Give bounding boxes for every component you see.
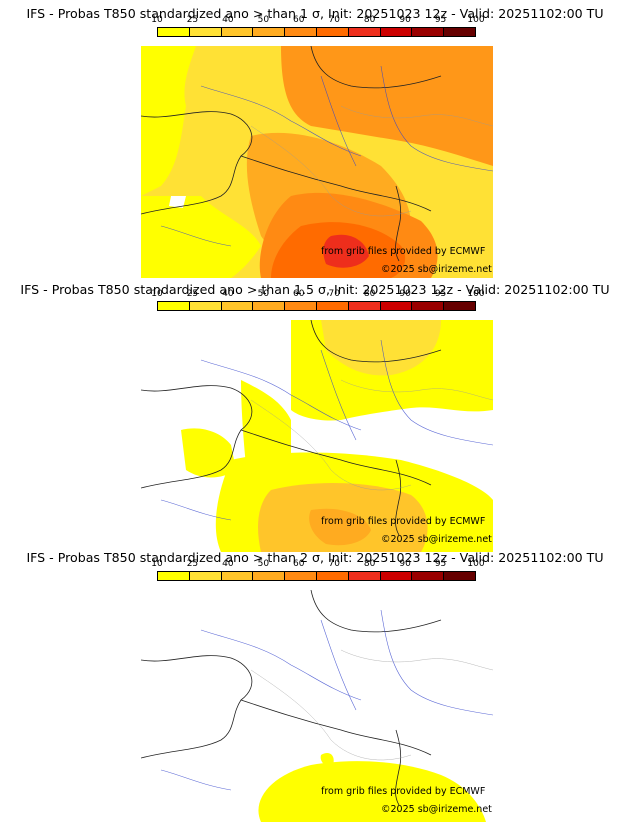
colorbar-segment xyxy=(444,572,475,580)
colorbar-tick-label: 40 xyxy=(222,289,234,299)
colorbar-segment xyxy=(412,302,445,310)
colorbar-tick-label: 70 xyxy=(328,15,340,25)
north-light-orange-area xyxy=(321,320,441,376)
colorbar-tick-label: 10 xyxy=(151,559,163,569)
colorbar-tick-label: 90 xyxy=(399,559,411,569)
colorbar-segment xyxy=(221,28,254,36)
colorbar-tick-label: 100 xyxy=(467,15,485,25)
source-credit: from grib files provided by ECMWF xyxy=(321,246,486,257)
colorbar-segment xyxy=(348,302,381,310)
colorbar-tick-label: 50 xyxy=(257,15,270,25)
copyright-credit: ©2025 sb@irizeme.net xyxy=(381,264,492,275)
colorbar-tick-label: 70 xyxy=(328,289,340,299)
colorbar-segment xyxy=(285,572,317,580)
west-yellow-patch xyxy=(181,428,236,478)
colorbar-segment xyxy=(380,572,413,580)
rivers xyxy=(160,609,493,791)
small-yellow-patch xyxy=(320,753,334,766)
colorbar-segment xyxy=(221,572,254,580)
colorbar-segment xyxy=(285,28,317,36)
probability-map: from grib files provided by ECMWF ©2025 … xyxy=(141,320,493,552)
mediterranean-core-area xyxy=(309,508,371,546)
colorbar-tick-label: 10 xyxy=(151,289,163,299)
colorbar-tick-label: 100 xyxy=(467,289,485,299)
colorbar-tick-label: 25 xyxy=(186,559,199,569)
colorbar-tick-label: 50 xyxy=(257,289,270,299)
colorbar-segment xyxy=(158,572,190,580)
colorbar-tick-label: 60 xyxy=(293,559,305,569)
probability-map: from grib files provided by ECMWF ©2025 … xyxy=(141,46,493,278)
copyright-credit: ©2025 sb@irizeme.net xyxy=(381,534,492,545)
colorbar-tick-label: 40 xyxy=(222,559,234,569)
colorbar-segment xyxy=(253,572,286,580)
colorbar-segment xyxy=(189,572,222,580)
colorbar-labels: 10 25 40 50 60 70 80 90 95 100 xyxy=(151,289,484,299)
rivers xyxy=(160,339,493,521)
colorbar-tick-label: 80 xyxy=(363,289,376,299)
colorbar-labels: 10 25 40 50 60 70 80 90 95 100 xyxy=(151,559,484,569)
colorbar-segment xyxy=(316,572,349,580)
colorbar-segment xyxy=(189,302,222,310)
colorbar-segment xyxy=(221,302,254,310)
colorbar-tick-label: 70 xyxy=(328,559,340,569)
colorbar xyxy=(157,301,476,311)
iberia-low-area xyxy=(141,196,261,278)
colorbar-segment xyxy=(412,572,445,580)
colorbar-tick-label: 90 xyxy=(399,15,411,25)
borders xyxy=(250,379,493,491)
panel-title: IFS - Probas T850 standardized ano > tha… xyxy=(26,6,604,21)
colorbar-tick-label: 100 xyxy=(467,559,485,569)
panel-title: IFS - Probas T850 standardized ano > tha… xyxy=(20,282,610,297)
colorbar-tick-label: 25 xyxy=(186,15,199,25)
borders xyxy=(250,649,493,761)
source-credit: from grib files provided by ECMWF xyxy=(321,786,486,797)
panel-title: IFS - Probas T850 standardized ano > tha… xyxy=(26,550,604,565)
borders xyxy=(250,105,493,217)
mediterranean-yellow-area xyxy=(258,761,486,822)
coastlines xyxy=(141,46,442,262)
colorbar-segment xyxy=(348,572,381,580)
atlantic-low-area xyxy=(141,46,196,196)
colorbar-tick-label: 80 xyxy=(363,15,376,25)
colorbar-tick-label: 10 xyxy=(151,15,163,25)
colorbar-segment xyxy=(380,28,413,36)
colorbar-tick-label: 95 xyxy=(434,289,447,299)
probability-map: from grib files provided by ECMWF ©2025 … xyxy=(141,590,493,822)
colorbar-segment xyxy=(348,28,381,36)
source-credit: from grib files provided by ECMWF xyxy=(321,516,486,527)
colorbar-segment xyxy=(253,28,286,36)
copyright-credit: ©2025 sb@irizeme.net xyxy=(381,804,492,815)
colorbar-tick-label: 50 xyxy=(257,559,270,569)
colorbar-segment xyxy=(316,28,349,36)
colorbar-tick-label: 25 xyxy=(186,289,199,299)
white-gap xyxy=(169,196,186,208)
colorbar-tick-label: 60 xyxy=(293,289,305,299)
colorbar-segment xyxy=(189,28,222,36)
colorbar-labels: 10 25 40 50 60 70 80 90 95 100 xyxy=(151,15,484,25)
colorbar-tick-label: 95 xyxy=(434,15,447,25)
coastlines xyxy=(141,590,442,806)
colorbar-segment xyxy=(380,302,413,310)
colorbar-segment xyxy=(444,302,475,310)
mediterranean-core-area xyxy=(323,234,369,268)
colorbar-segment xyxy=(285,302,317,310)
colorbar-tick-label: 95 xyxy=(434,559,447,569)
colorbar-segment xyxy=(253,302,286,310)
colorbar-tick-label: 60 xyxy=(293,15,305,25)
colorbar-segment xyxy=(316,302,349,310)
colorbar xyxy=(157,27,476,37)
colorbar xyxy=(157,571,476,581)
rivers xyxy=(160,65,493,247)
colorbar-tick-label: 80 xyxy=(363,559,376,569)
colorbar-tick-label: 40 xyxy=(222,15,234,25)
colorbar-segment xyxy=(412,28,445,36)
colorbar-tick-label: 90 xyxy=(399,289,411,299)
colorbar-segment xyxy=(158,28,190,36)
coastlines xyxy=(141,320,442,536)
colorbar-segment xyxy=(158,302,190,310)
colorbar-segment xyxy=(444,28,475,36)
